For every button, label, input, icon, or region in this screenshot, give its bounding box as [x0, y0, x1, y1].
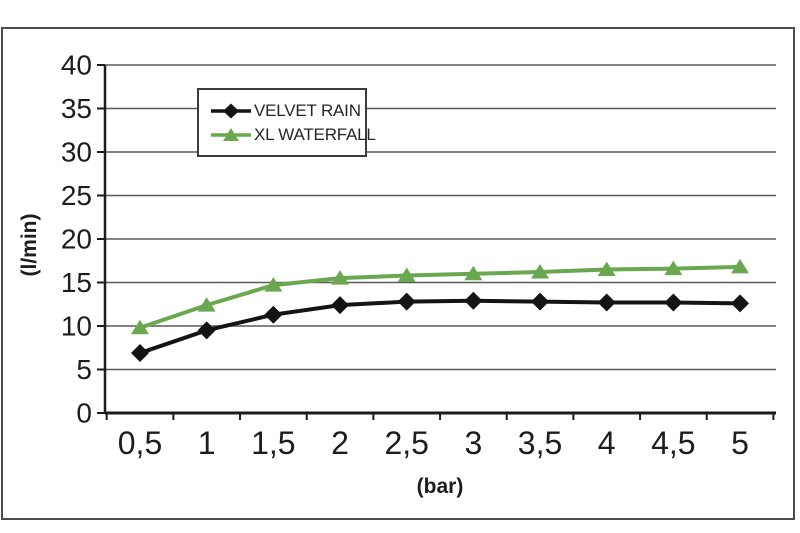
y-tick-label: 35	[61, 93, 92, 124]
y-tick-label: 20	[61, 224, 92, 255]
x-tick-label: 0,5	[118, 425, 162, 461]
diamond-marker	[664, 293, 683, 312]
legend-item-xl-waterfall: XL WATERFALL	[210, 125, 376, 145]
triangle-marker	[731, 258, 750, 274]
diamond-marker-icon	[211, 103, 251, 118]
diamond-marker	[597, 293, 616, 312]
triangle-marker	[531, 264, 550, 279]
x-axis-title: (bar)	[416, 475, 464, 498]
triangle-marker	[264, 277, 283, 292]
x-tick-label: 4,5	[651, 425, 695, 461]
x-tick-label: 1	[198, 425, 216, 461]
x-tick-label: 3,5	[518, 425, 562, 461]
triangle-marker	[597, 261, 616, 276]
legend-label-xl-waterfall: XL WATERFALL	[254, 124, 376, 144]
diamond-marker	[131, 343, 149, 362]
triangle-marker	[331, 270, 350, 285]
y-tick-label: 30	[61, 137, 92, 168]
y-tick-label: 15	[61, 267, 92, 298]
triangle-marker	[397, 267, 416, 283]
y-tick-label: 5	[76, 354, 92, 385]
triangle-marker	[131, 319, 149, 335]
legend-label-velvet-rain: VELVET RAIN	[254, 100, 361, 120]
triangle-marker	[464, 265, 483, 281]
triangle-marker	[197, 297, 216, 312]
triangle-marker	[664, 260, 683, 276]
y-tick-label: 25	[61, 180, 92, 211]
y-tick-label: 40	[61, 50, 92, 81]
x-tick-label: 4	[598, 425, 616, 461]
diamond-marker	[531, 292, 550, 311]
diamond-marker	[331, 296, 350, 315]
diamond-marker	[197, 321, 216, 340]
diamond-marker	[397, 292, 416, 311]
x-tick-label: 1,5	[251, 425, 295, 461]
y-tick-label: 10	[61, 311, 92, 342]
triangle-marker-icon	[211, 127, 251, 141]
x-tick-label: 3	[464, 425, 482, 461]
diamond-marker	[264, 305, 283, 324]
diamond-marker	[731, 294, 750, 313]
y-axis-title: (l/min)	[18, 213, 41, 277]
x-tick-label: 2	[331, 425, 349, 461]
y-tick-label: 0	[76, 398, 92, 429]
series-line-diamond	[139, 298, 741, 355]
legend: VELVET RAIN XL WATERFALL	[197, 88, 376, 157]
x-tick-label: 2,5	[384, 425, 428, 461]
series-line-triangle	[139, 264, 741, 330]
diamond-marker	[464, 291, 483, 310]
x-tick-label: 5	[731, 425, 749, 461]
legend-item-velvet-rain: VELVET RAIN	[210, 101, 365, 121]
